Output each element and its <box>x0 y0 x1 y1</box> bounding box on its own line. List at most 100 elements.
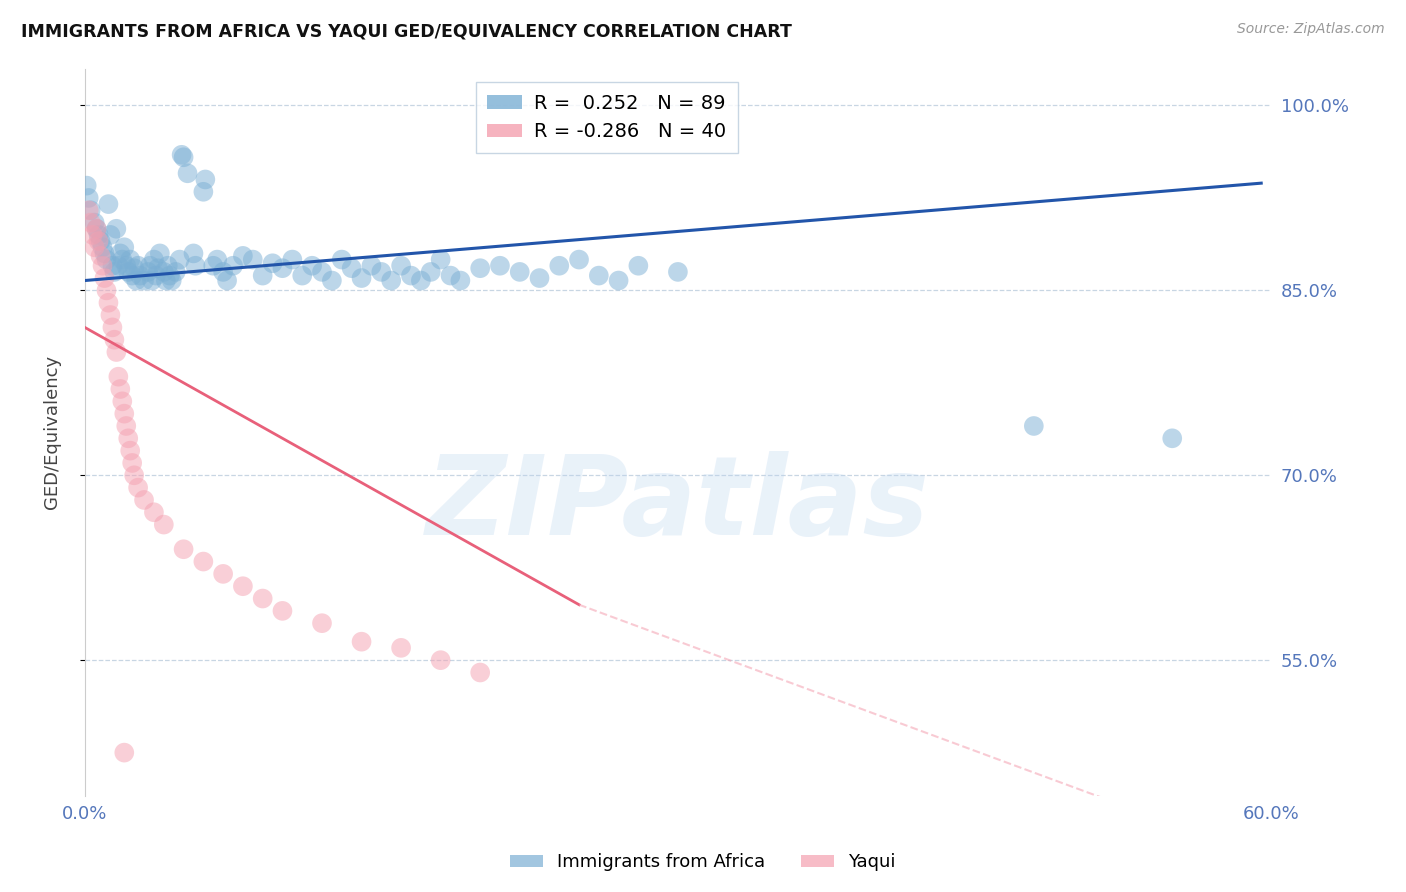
Point <box>202 259 225 273</box>
Point <box>271 604 294 618</box>
Point <box>103 265 125 279</box>
Point <box>409 273 432 287</box>
Point <box>194 172 217 186</box>
Point <box>340 261 363 276</box>
Text: IMMIGRANTS FROM AFRICA VS YAQUI GED/EQUIVALENCY CORRELATION CHART: IMMIGRANTS FROM AFRICA VS YAQUI GED/EQUI… <box>21 22 792 40</box>
Point <box>568 252 591 267</box>
Point <box>311 616 333 631</box>
Point <box>82 227 104 242</box>
Point <box>132 492 155 507</box>
Point <box>125 273 148 287</box>
Point <box>529 271 551 285</box>
Point <box>222 259 245 273</box>
Point <box>470 261 492 276</box>
Point <box>77 203 100 218</box>
Point <box>184 259 207 273</box>
Point <box>93 246 115 260</box>
Point <box>103 333 125 347</box>
Point <box>100 227 122 242</box>
Point <box>142 252 165 267</box>
Point <box>122 261 145 276</box>
Point <box>110 246 132 260</box>
Point <box>399 268 422 283</box>
Point <box>97 197 120 211</box>
Point <box>155 273 177 287</box>
Point <box>193 185 215 199</box>
Point <box>91 259 114 273</box>
Point <box>142 505 165 519</box>
Point <box>429 252 451 267</box>
Point <box>350 634 373 648</box>
Point <box>77 191 100 205</box>
Point <box>90 234 112 248</box>
Point <box>165 265 187 279</box>
Point <box>548 259 571 273</box>
Point <box>127 481 149 495</box>
Point <box>232 579 254 593</box>
Point <box>419 265 441 279</box>
Point <box>193 555 215 569</box>
Point <box>122 468 145 483</box>
Point <box>389 259 412 273</box>
Point <box>127 259 149 273</box>
Point <box>86 221 108 235</box>
Point <box>91 240 114 254</box>
Point <box>271 261 294 276</box>
Point <box>212 566 235 581</box>
Point <box>111 252 134 267</box>
Point <box>360 259 382 273</box>
Point <box>291 268 314 283</box>
Point <box>311 265 333 279</box>
Point <box>176 166 198 180</box>
Point <box>105 221 128 235</box>
Point <box>76 178 98 193</box>
Point <box>112 240 135 254</box>
Point <box>281 252 304 267</box>
Point <box>232 249 254 263</box>
Point <box>136 265 159 279</box>
Point <box>262 256 284 270</box>
Point <box>321 273 343 287</box>
Point <box>83 240 105 254</box>
Point <box>97 295 120 310</box>
Point <box>105 345 128 359</box>
Point <box>101 320 124 334</box>
Point <box>389 640 412 655</box>
Point <box>79 216 101 230</box>
Point <box>121 456 143 470</box>
Point <box>107 369 129 384</box>
Legend: Immigrants from Africa, Yaqui: Immigrants from Africa, Yaqui <box>503 847 903 879</box>
Point <box>169 252 191 267</box>
Point <box>111 394 134 409</box>
Text: ZIPatlas: ZIPatlas <box>426 451 929 558</box>
Point <box>83 216 105 230</box>
Point <box>301 259 323 273</box>
Point <box>90 249 112 263</box>
Point <box>101 259 124 273</box>
Point <box>93 271 115 285</box>
Point <box>160 273 183 287</box>
Point <box>183 246 205 260</box>
Point <box>107 259 129 273</box>
Point <box>117 431 139 445</box>
Point <box>100 308 122 322</box>
Point <box>252 268 274 283</box>
Point <box>159 268 181 283</box>
Point <box>120 443 142 458</box>
Point <box>153 265 176 279</box>
Point <box>205 252 228 267</box>
Legend: R =  0.252   N = 89, R = -0.286   N = 40: R = 0.252 N = 89, R = -0.286 N = 40 <box>475 82 738 153</box>
Point <box>86 221 108 235</box>
Point <box>666 265 689 279</box>
Point <box>1161 431 1184 445</box>
Point <box>588 268 610 283</box>
Point <box>242 252 264 267</box>
Point <box>509 265 531 279</box>
Point <box>156 259 179 273</box>
Point <box>112 746 135 760</box>
Point <box>146 261 169 276</box>
Point <box>173 150 195 164</box>
Point <box>132 273 155 287</box>
Point <box>429 653 451 667</box>
Point <box>217 273 239 287</box>
